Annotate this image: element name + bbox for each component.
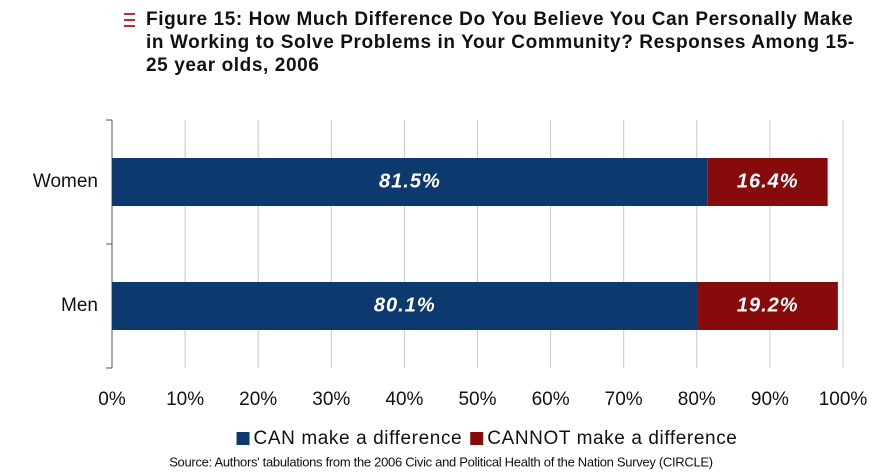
x-tick-label: 20% <box>239 389 277 410</box>
y-tick-label: Men <box>61 295 98 316</box>
bar-segment <box>697 282 838 330</box>
x-tick-label: 50% <box>458 389 496 410</box>
x-tick-label: 70% <box>605 389 643 410</box>
x-tick-label: 80% <box>678 389 716 410</box>
legend-swatch <box>236 432 250 445</box>
bar-segment <box>707 158 828 206</box>
x-tick-label: 30% <box>312 389 350 410</box>
x-tick-label: 40% <box>385 389 423 410</box>
bar-segment <box>112 158 708 206</box>
bar-segment <box>112 282 698 330</box>
title-icon <box>124 13 135 27</box>
value-label: 19.2% <box>737 294 799 316</box>
x-tick-label: 10% <box>166 389 204 410</box>
value-label: 80.1% <box>374 294 436 316</box>
x-tick-label: 90% <box>751 389 789 410</box>
legend-label: CAN make a difference <box>254 428 463 449</box>
source-note: Source: Authors' tabulations from the 20… <box>169 454 713 469</box>
chart-title: Figure 15: How Much Difference Do You Be… <box>146 9 855 76</box>
x-tick-label: 0% <box>98 389 126 410</box>
x-tick-label: 100% <box>819 389 868 410</box>
legend-swatch <box>470 432 484 445</box>
legend-label: CANNOT make a difference <box>487 428 737 449</box>
y-tick-label: Women <box>33 171 98 192</box>
value-label: 16.4% <box>737 170 799 192</box>
value-label: 81.5% <box>379 170 441 192</box>
x-tick-label: 60% <box>532 389 570 410</box>
